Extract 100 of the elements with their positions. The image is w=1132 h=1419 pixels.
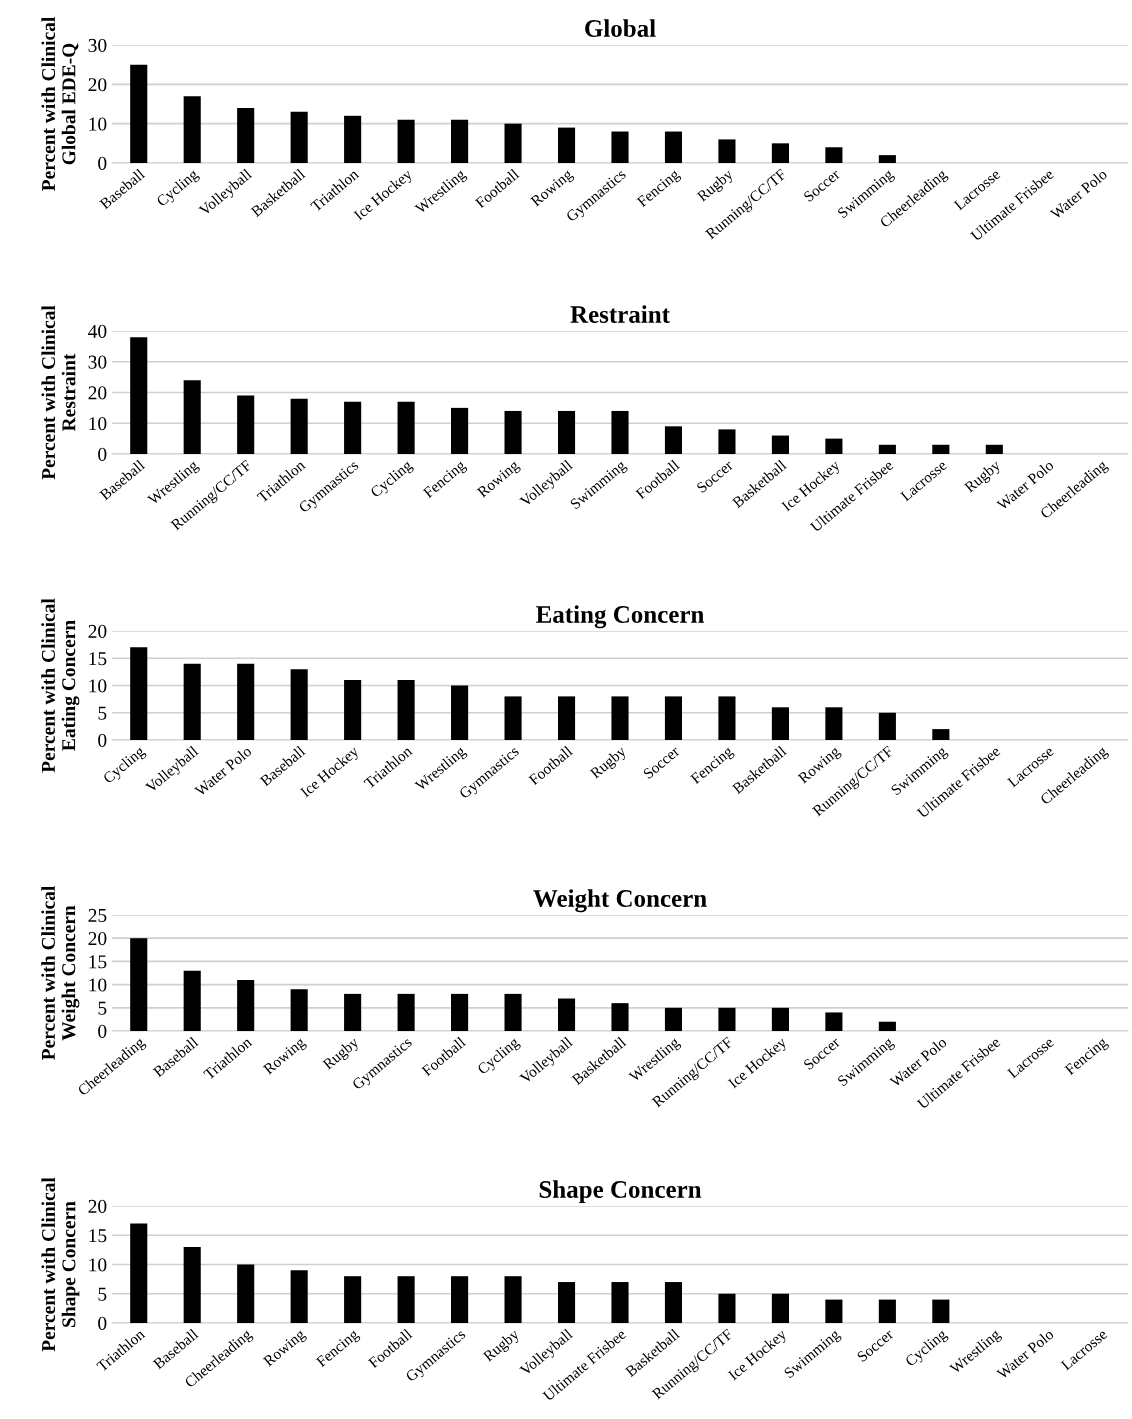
bar — [825, 1012, 843, 1031]
bar — [557, 127, 576, 163]
bar — [878, 1021, 896, 1031]
bar — [664, 426, 683, 454]
bar — [451, 1276, 469, 1323]
y-tick-label: 20 — [88, 78, 107, 92]
bar — [985, 444, 1003, 454]
bar — [664, 1282, 683, 1323]
bar — [344, 993, 362, 1031]
y-tick-label: 40 — [88, 324, 107, 338]
bar — [344, 401, 362, 454]
bar — [878, 444, 896, 454]
chart-title: Global — [585, 19, 656, 37]
y-tick-label: 5 — [98, 706, 107, 720]
bar — [771, 435, 789, 454]
bar — [397, 1276, 415, 1323]
y-tick-label: 10 — [89, 417, 107, 431]
y-tick-label: 25 — [88, 908, 107, 922]
bar — [771, 1007, 789, 1031]
bar — [451, 407, 469, 454]
bar — [718, 1007, 736, 1031]
bar — [504, 410, 522, 454]
bar — [290, 1270, 308, 1323]
bar — [932, 444, 950, 454]
bar — [664, 1007, 683, 1031]
bar — [611, 696, 629, 740]
bar — [932, 1299, 950, 1323]
bar — [290, 989, 308, 1031]
y-tick-label: 20 — [88, 386, 107, 400]
bar — [237, 979, 255, 1031]
chart-title: Shape Concern — [539, 1180, 702, 1203]
y-tick-label: 10 — [89, 1258, 107, 1272]
y-tick-label: 20 — [88, 932, 107, 946]
bar — [771, 143, 789, 163]
bar — [237, 1264, 255, 1323]
chart-title: Restraint — [570, 305, 670, 323]
bar — [504, 993, 522, 1031]
y-tick-label: 30 — [88, 38, 107, 52]
bar — [237, 663, 255, 740]
bar — [504, 123, 522, 163]
bar — [664, 696, 683, 740]
bar — [290, 111, 308, 163]
bar — [344, 680, 362, 740]
y-tick-label: 0 — [98, 1316, 107, 1330]
bar — [825, 147, 843, 163]
y-tick-label: 10 — [89, 978, 107, 992]
bar — [611, 1282, 629, 1323]
bar — [557, 696, 576, 740]
y-tick-label: 0 — [98, 447, 107, 461]
bar — [718, 696, 736, 740]
bar — [397, 119, 415, 163]
bar — [825, 1299, 843, 1323]
bar — [878, 1299, 896, 1323]
bar — [504, 1276, 522, 1323]
bar — [825, 707, 843, 740]
bar — [237, 107, 255, 163]
bar — [130, 1223, 148, 1323]
bar — [611, 1003, 629, 1031]
bar — [557, 998, 576, 1031]
bar — [557, 410, 576, 454]
bar — [397, 680, 415, 740]
y-tick-label: 10 — [89, 117, 107, 131]
y-tick-label: 30 — [88, 355, 107, 369]
y-tick-label: 20 — [88, 624, 107, 638]
bar — [344, 115, 362, 163]
y-tick-label: 20 — [88, 1199, 107, 1213]
bar — [183, 970, 201, 1031]
bar — [290, 669, 308, 740]
bar — [718, 139, 736, 163]
y-tick-label: 15 — [89, 1229, 107, 1243]
bar — [718, 429, 736, 454]
bar — [130, 647, 148, 740]
y-axis-title: Percent with Clinical Weight Concern — [41, 886, 80, 1060]
y-tick-label: 15 — [89, 652, 107, 666]
bar — [504, 696, 522, 740]
bar — [557, 1282, 576, 1323]
bar — [183, 1246, 201, 1323]
y-tick-label: 5 — [98, 1001, 107, 1015]
y-axis-title: Percent with Clinical Global EDE-Q — [41, 17, 79, 191]
bar — [932, 729, 950, 740]
bar — [878, 712, 896, 740]
bar — [611, 410, 629, 454]
y-axis-title: Percent with Clinical Shape Concern — [41, 1177, 80, 1352]
bar — [183, 96, 201, 163]
bar — [237, 395, 255, 454]
bar — [451, 685, 469, 740]
bar — [771, 1293, 789, 1323]
y-axis-title: Percent with Clinical Eating Concern — [41, 598, 80, 773]
bar — [183, 663, 201, 740]
bar — [130, 64, 148, 163]
bar — [183, 380, 201, 454]
bar — [130, 337, 148, 454]
bar — [878, 155, 896, 163]
bar — [451, 993, 469, 1031]
chart-title: Eating Concern — [536, 605, 704, 629]
bar — [825, 438, 843, 454]
y-tick-label: 15 — [89, 955, 107, 969]
chart-title: Weight Concern — [533, 889, 707, 913]
bar — [397, 993, 415, 1031]
bar — [397, 401, 415, 454]
